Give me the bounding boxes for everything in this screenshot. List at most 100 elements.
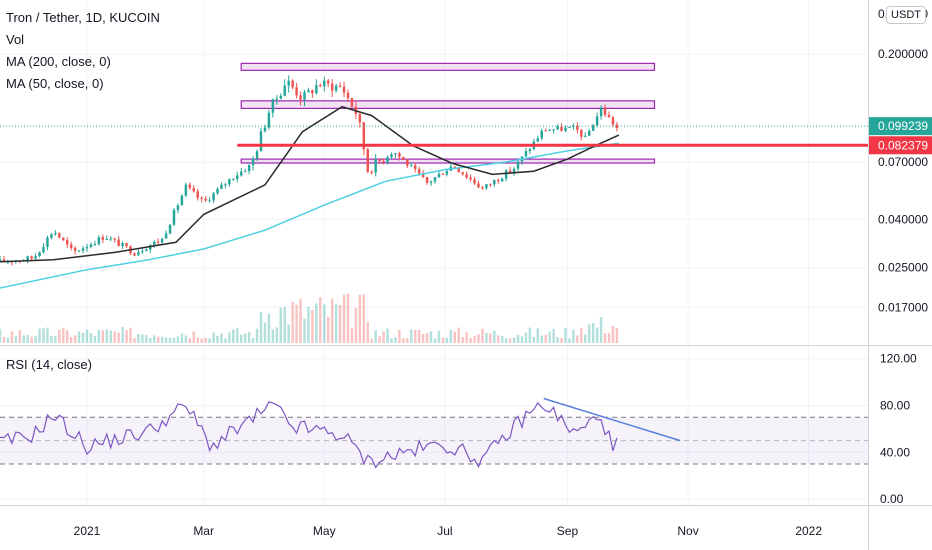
- volume-bar: [14, 336, 18, 343]
- candle-body: [89, 244, 93, 248]
- volume-bars: [0, 293, 619, 343]
- resistance-zone: [240, 62, 656, 71]
- volume-bar: [26, 334, 29, 343]
- volume-bar: [504, 338, 508, 343]
- volume-bar: [113, 331, 116, 343]
- candle-body: [117, 239, 120, 247]
- volume-bar: [315, 303, 318, 343]
- volume-bar: [330, 298, 334, 343]
- volume-bar: [485, 332, 488, 343]
- volume-bar: [164, 337, 168, 343]
- volume-bar: [406, 338, 409, 343]
- candle-body: [216, 188, 219, 194]
- candle-body: [109, 238, 112, 240]
- volume-bar: [263, 322, 267, 343]
- volume-bar: [299, 298, 302, 343]
- volume-bar: [544, 334, 547, 343]
- candle-body: [283, 85, 286, 96]
- candle-body: [311, 90, 314, 94]
- volume-bar: [441, 337, 445, 343]
- candle-body: [441, 173, 445, 175]
- candle-body: [516, 161, 520, 169]
- candle-body: [287, 80, 290, 86]
- volume-bar: [50, 335, 53, 343]
- candle-body: [338, 85, 342, 87]
- currency-badge[interactable]: USDT: [886, 6, 926, 24]
- candle-body: [212, 193, 215, 201]
- moving-averages: [0, 105, 868, 289]
- volume-bar: [97, 329, 101, 343]
- price-tick-label: 0.017000: [878, 300, 928, 314]
- legend-ma200[interactable]: MA (200, close, 0): [6, 54, 111, 69]
- candle-body: [243, 171, 247, 173]
- candle-body: [568, 126, 571, 128]
- volume-bar: [279, 307, 282, 343]
- legend-ma50[interactable]: MA (50, close, 0): [6, 76, 104, 91]
- price-label-text: 0.082379: [878, 138, 928, 152]
- volume-bar: [358, 294, 362, 343]
- candle-body: [580, 129, 583, 137]
- candle-body: [433, 177, 437, 182]
- volume-bar: [188, 338, 192, 343]
- candle-body: [378, 159, 381, 162]
- volume-bar: [208, 338, 211, 343]
- candle-body: [390, 154, 393, 158]
- rsi-line: [0, 401, 618, 469]
- volume-bar: [587, 324, 591, 343]
- candle-body: [263, 127, 267, 132]
- candle-body: [524, 151, 528, 157]
- candle-body: [398, 153, 401, 157]
- candle-body: [97, 237, 101, 245]
- volume-bar: [402, 337, 405, 343]
- volume-bar: [129, 327, 132, 343]
- candle-body: [279, 95, 282, 99]
- candle-body: [323, 80, 326, 87]
- volume-bar: [425, 333, 429, 343]
- volume-bar: [255, 328, 259, 343]
- volume-bar: [109, 330, 112, 343]
- volume-bar: [216, 335, 219, 343]
- candle-body: [350, 98, 354, 107]
- volume-bar: [532, 336, 536, 343]
- candle-body: [453, 166, 456, 168]
- volume-bar: [560, 337, 563, 343]
- legend-symbol[interactable]: Tron / Tether, 1D, KUCOIN: [6, 10, 160, 25]
- candle-body: [556, 126, 559, 130]
- candle-body: [295, 87, 298, 96]
- legend-rsi[interactable]: RSI (14, close): [6, 357, 92, 372]
- candle-body: [105, 238, 108, 240]
- candle-body: [247, 165, 251, 172]
- volume-bar: [168, 337, 172, 343]
- candle-body: [34, 256, 37, 259]
- volume-bar: [489, 333, 492, 343]
- legend-volume[interactable]: Vol: [6, 32, 25, 47]
- price-axes: 0.3300000.2000000.0700000.0400000.025000…: [74, 7, 932, 538]
- volume-bar: [599, 316, 603, 343]
- candle-body: [374, 159, 377, 173]
- price-label-text: 0.099239: [878, 119, 928, 133]
- candle-body: [358, 114, 362, 123]
- volume-bar: [30, 336, 33, 343]
- candle-body: [552, 129, 555, 131]
- volume-bar: [117, 332, 120, 343]
- volume-bar: [481, 328, 484, 343]
- volume-bar: [236, 328, 239, 343]
- volume-bar: [477, 334, 480, 343]
- rsi-tick-label: 40.00: [880, 445, 910, 459]
- ma200-line: [0, 142, 620, 289]
- volume-bar: [77, 331, 81, 343]
- volume-bar: [603, 333, 607, 343]
- volume-bar: [291, 301, 294, 343]
- candle-body: [489, 184, 492, 186]
- candle-body: [50, 234, 53, 238]
- volume-bar: [536, 328, 540, 343]
- volume-bar: [366, 321, 369, 343]
- volume-bar: [303, 318, 306, 343]
- candle-body: [346, 92, 350, 99]
- volume-bar: [508, 338, 512, 343]
- candle-body: [145, 249, 148, 252]
- volume-bar: [433, 338, 437, 343]
- volume-bar: [437, 330, 441, 343]
- volume-bar: [386, 328, 389, 343]
